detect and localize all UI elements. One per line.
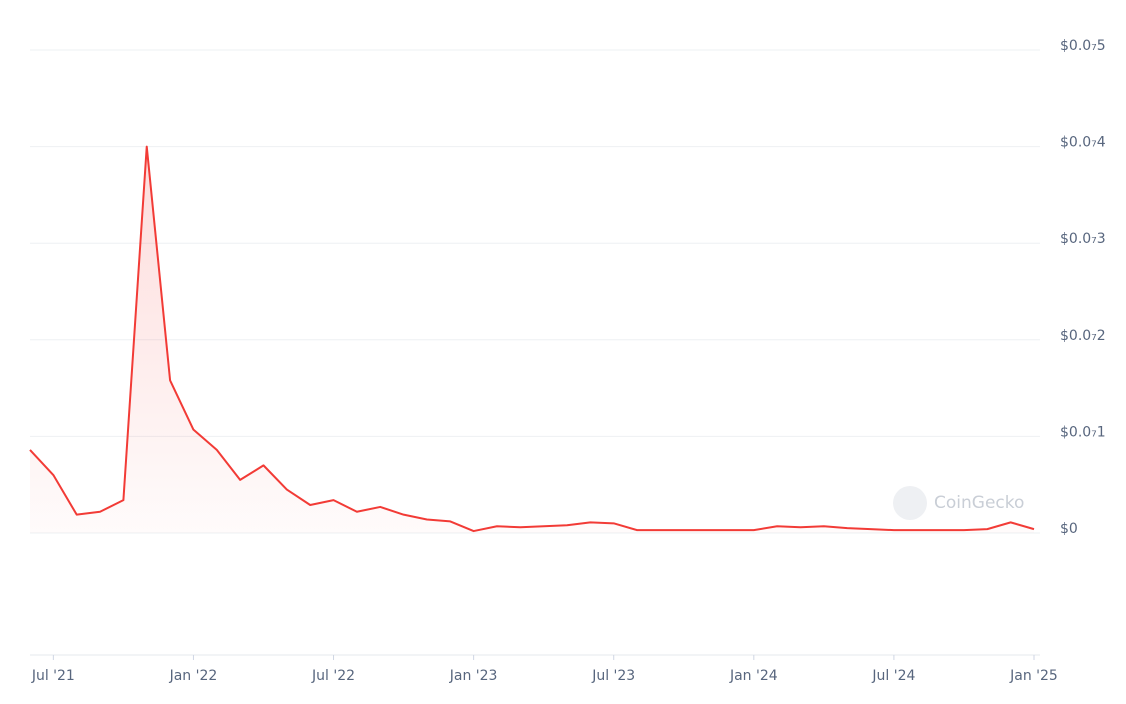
price-line [29,145,1035,533]
y-tick-label: $0.0₇1 [1060,424,1106,440]
x-tick-label: Jul '24 [871,668,915,684]
y-tick-label: $0.0₇4 [1060,135,1106,151]
area [30,146,1034,533]
y-tick-label: $0.0₇3 [1060,231,1106,247]
y-tick-label: $0.0₇2 [1060,328,1106,344]
y-tick-label: $0 [1060,521,1078,537]
x-tick-label: Jul '22 [311,668,355,684]
x-tick-label: Jan '22 [169,668,218,684]
x-tick-label: Jul '23 [591,668,635,684]
x-tick-label: Jan '23 [449,668,498,684]
x-tick-label: Jul '21 [31,668,75,684]
watermark-logo [893,486,927,520]
watermark: CoinGecko [934,493,1024,513]
y-tick-label: $0.0₇5 [1060,38,1106,54]
x-tick-label: Jan '24 [729,668,778,684]
x-tick-label: Jan '25 [1009,668,1058,684]
